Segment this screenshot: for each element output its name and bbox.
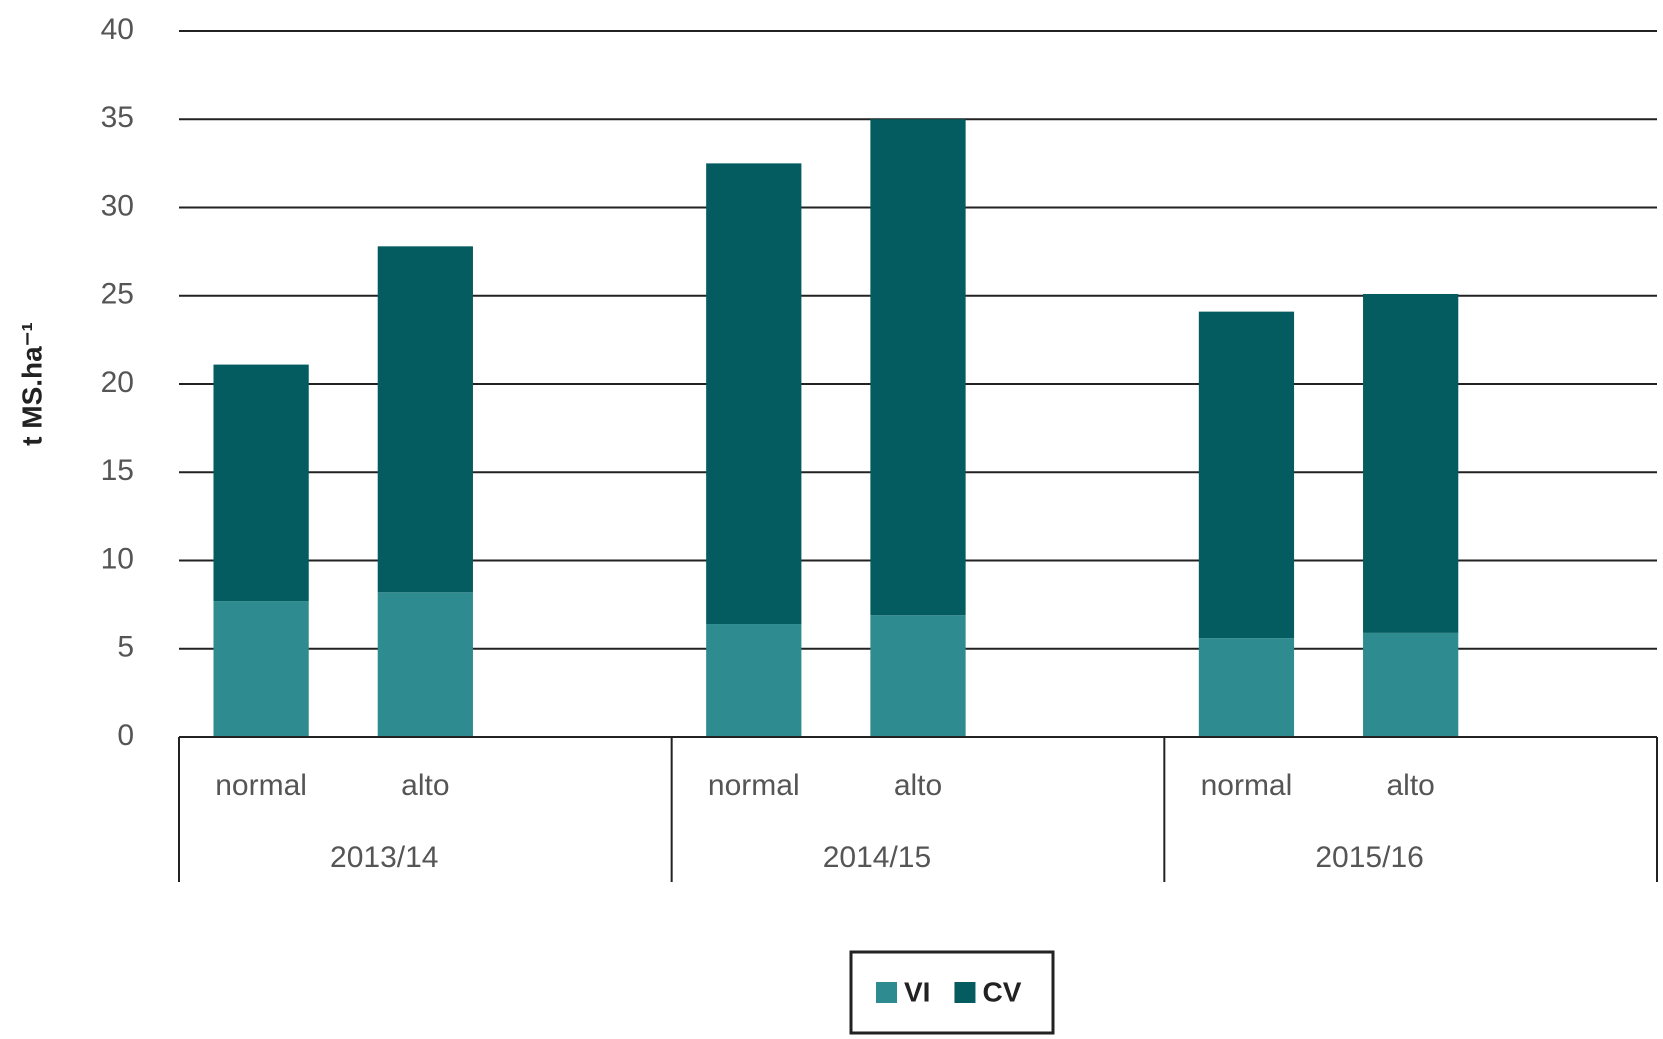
y-tick-label: 40 xyxy=(101,13,134,46)
x-tick-label: normal xyxy=(215,769,307,802)
legend-swatch xyxy=(954,982,976,1003)
legend-label: VI xyxy=(904,976,930,1007)
y-tick-label: 15 xyxy=(101,454,134,487)
y-tick-label: 5 xyxy=(117,631,134,664)
y-tick-label: 35 xyxy=(101,101,134,134)
x-tick-label: normal xyxy=(708,769,800,802)
y-axis-label: t MS.ha⁻¹ xyxy=(16,322,47,446)
bar-segment xyxy=(706,163,802,625)
x-tick-label: normal xyxy=(1201,769,1293,802)
bar-segment xyxy=(377,246,473,593)
y-tick-label: 30 xyxy=(101,189,134,222)
x-tick-label: alto xyxy=(1386,769,1434,802)
bar-segment xyxy=(1198,638,1295,737)
y-tick-label: 20 xyxy=(101,366,134,399)
bar-segment xyxy=(377,592,473,737)
x-tick-label: alto xyxy=(401,769,449,802)
group-label: 2015/16 xyxy=(1315,841,1423,874)
bar-segment xyxy=(870,615,966,737)
x-tick-label: alto xyxy=(894,769,942,802)
bar-segment xyxy=(1363,293,1459,633)
group-label: 2014/15 xyxy=(823,841,931,874)
legend-swatch xyxy=(876,982,897,1003)
bar-segment xyxy=(213,601,309,737)
y-tick-label: 10 xyxy=(101,542,134,575)
bar-segment xyxy=(1363,632,1459,737)
bar-segment xyxy=(706,624,802,737)
bar-segment xyxy=(1198,311,1295,639)
bar-segment xyxy=(213,364,309,602)
y-tick-label: 0 xyxy=(117,719,134,752)
y-tick-label: 25 xyxy=(101,278,134,311)
legend-label: CV xyxy=(982,976,1021,1007)
group-label: 2013/14 xyxy=(330,841,438,874)
bar-segment xyxy=(870,119,966,616)
